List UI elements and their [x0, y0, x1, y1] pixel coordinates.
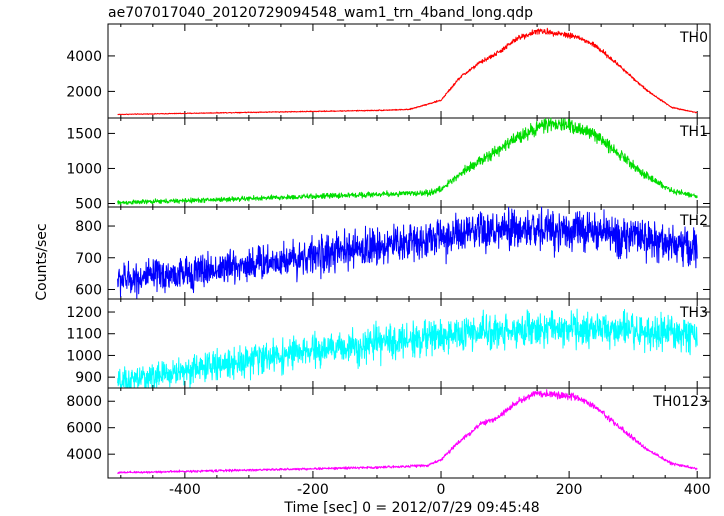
y-tick-label: 6000	[66, 421, 102, 437]
y-tick-label: 600	[75, 282, 102, 298]
y-tick-label: 1500	[66, 126, 102, 142]
panel-frame	[107, 23, 711, 119]
series-line-th3	[117, 308, 698, 389]
x-tick-label: 0	[437, 482, 446, 498]
panel-th3: 900 1000 1100 1200 TH3	[66, 298, 711, 389]
panels-group: 2000 4000 TH0 500 1000 1500 TH1 600 700 800 TH2 900…	[66, 23, 711, 479]
y-axis-label: Counts/sec	[34, 223, 50, 300]
panel-label: TH0	[679, 30, 708, 46]
x-axis-label: Time [sec] 0 = 2012/07/29 09:45:48	[283, 500, 539, 516]
x-tick-label: -200	[297, 482, 329, 498]
y-tick-label: 4000	[66, 447, 102, 463]
y-tick-label: 1000	[66, 161, 102, 177]
x-tick-label: 400	[684, 482, 711, 498]
y-tick-label: 2000	[66, 84, 102, 100]
panel-label: TH3	[679, 305, 708, 321]
y-tick-label: 800	[75, 219, 102, 235]
panel-frame	[107, 298, 711, 389]
series-line-th0123	[117, 389, 698, 474]
y-tick-label: 4000	[66, 49, 102, 65]
chart-title: ae707017040_20120729094548_wam1_trn_4ban…	[108, 5, 533, 21]
y-tick-label: 1100	[66, 327, 102, 343]
panel-th0: 2000 4000 TH0	[66, 23, 711, 119]
series-line-th1	[117, 117, 698, 205]
panel-label: TH2	[679, 213, 708, 229]
y-tick-label: 700	[75, 251, 102, 267]
x-tick-label: -400	[169, 482, 201, 498]
panel-th1: 500 1000 1500 TH1	[66, 117, 711, 212]
panel-label: TH1	[679, 124, 708, 140]
panel-th0123: 4000 6000 8000 TH0123	[66, 387, 711, 479]
series-line-th0	[117, 27, 698, 116]
y-tick-label: 1000	[66, 348, 102, 364]
panel-label: TH0123	[652, 394, 708, 410]
series-line-th2	[117, 206, 698, 300]
y-tick-label: 900	[75, 370, 102, 386]
panel-frame	[107, 387, 711, 479]
y-tick-label: 8000	[66, 394, 102, 410]
x-tick-label: 200	[556, 482, 583, 498]
y-tick-label: 500	[75, 196, 102, 212]
x-axis-tick-labels: -400 -200 0 200 400	[169, 482, 711, 498]
panel-th2: 600 700 800 TH2	[75, 206, 711, 300]
y-tick-label: 1200	[66, 305, 102, 321]
